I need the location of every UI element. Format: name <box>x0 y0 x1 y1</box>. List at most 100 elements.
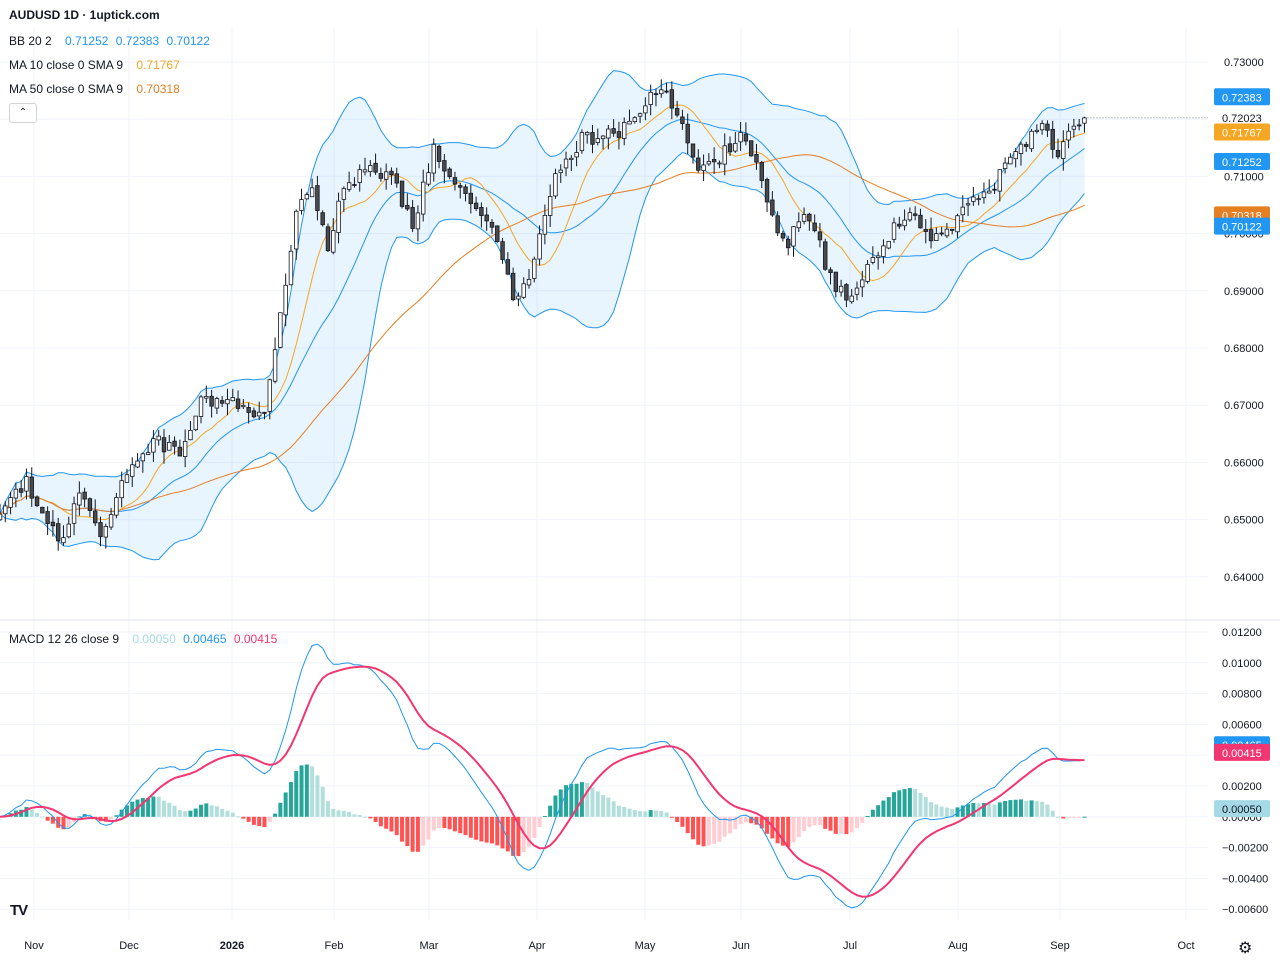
candle <box>257 401 262 421</box>
candle-body <box>865 264 870 282</box>
candle-body <box>812 222 817 232</box>
candle <box>786 235 791 256</box>
candle <box>579 129 585 154</box>
candle <box>775 211 780 237</box>
candle <box>1013 147 1018 168</box>
macd-legend[interactable]: MACD 12 26 close 9 0.00050 0.00465 0.004… <box>9 632 281 646</box>
candle-body <box>378 173 384 179</box>
candle-body <box>410 207 415 229</box>
price-tick-label: 0.68000 <box>1224 343 1264 355</box>
candle-body <box>246 407 251 413</box>
macd-histogram-bar <box>146 797 151 817</box>
candle <box>235 390 241 412</box>
candle <box>854 281 860 301</box>
candle <box>431 138 436 182</box>
candle-body <box>870 257 876 263</box>
candle <box>505 252 511 276</box>
candle <box>415 205 421 242</box>
macd-histogram-bar <box>690 816 695 840</box>
candle-body <box>473 202 479 210</box>
candle-body <box>659 89 664 95</box>
candle-body <box>579 132 585 152</box>
candle-body <box>1008 156 1013 165</box>
candle-body <box>754 154 759 163</box>
tradingview-logo[interactable]: TV <box>10 902 28 919</box>
candle <box>209 389 214 418</box>
candle-body <box>674 108 680 116</box>
macd-histogram-bar <box>347 811 352 817</box>
candle-body <box>743 133 749 142</box>
macd-legend-label: MACD 12 26 close 9 <box>9 632 120 646</box>
macd-histogram-bar <box>574 783 579 817</box>
candle-body <box>55 523 61 542</box>
macd-histogram-bar <box>564 785 569 817</box>
candle <box>45 506 50 536</box>
collapse-legend-button[interactable]: ⌃ <box>9 103 37 123</box>
candle-body <box>61 537 66 544</box>
candle <box>479 202 484 228</box>
candle <box>130 457 135 487</box>
macd-histogram-bar <box>341 810 346 817</box>
candle <box>214 396 220 415</box>
macd-histogram-bar <box>124 805 129 817</box>
candle <box>13 482 19 508</box>
candle <box>352 177 357 188</box>
candle-body <box>558 169 563 174</box>
chart-title: AUDUSD 1D · 1uptick.com <box>9 8 160 22</box>
bb-legend-upper: 0.72383 <box>115 34 160 48</box>
bb-legend[interactable]: BB 20 2 0.71252 0.72383 0.70122 <box>9 34 214 48</box>
candle-body <box>1039 123 1045 131</box>
macd-axis[interactable]: 0.012000.010000.008000.006000.004000.002… <box>1222 627 1268 916</box>
macd-histogram-bar <box>299 765 304 817</box>
candle <box>622 117 627 146</box>
candle <box>315 175 320 221</box>
candle <box>458 182 463 199</box>
candle-body <box>93 510 98 524</box>
macd-histogram-bar <box>103 816 108 822</box>
candle-body <box>616 131 622 138</box>
macd-histogram-bar <box>214 806 219 817</box>
macd-histogram-bar <box>659 810 664 817</box>
candle <box>897 216 902 229</box>
candle <box>939 227 944 237</box>
candle-body <box>145 452 151 455</box>
candle-body <box>934 233 939 241</box>
ma10-legend[interactable]: MA 10 close 0 SMA 9 0.71767 <box>9 58 184 72</box>
candle <box>267 378 272 420</box>
candle <box>383 163 389 190</box>
time-tick-label: Jul <box>843 940 857 952</box>
candle <box>569 155 574 171</box>
candle-body <box>436 145 442 162</box>
candle-body <box>669 89 675 109</box>
time-axis[interactable]: Nov Dec 2026 Feb Mar Apr May Jun Jul Aug Sep Oct <box>24 940 1194 952</box>
candle <box>547 184 553 227</box>
macd-histogram-bar <box>294 771 299 817</box>
candle-body <box>696 157 701 171</box>
candle <box>304 192 310 200</box>
candle-body <box>336 200 341 233</box>
candle-body <box>394 173 399 184</box>
candle <box>299 188 304 215</box>
candle-body <box>833 271 839 292</box>
candle <box>1002 157 1008 174</box>
time-tick-label: Aug <box>948 940 968 952</box>
time-tick-label: 2026 <box>220 940 244 952</box>
gear-icon[interactable]: ⚙ <box>1238 940 1253 957</box>
candle <box>55 517 61 551</box>
candle <box>61 525 66 546</box>
candle <box>801 207 807 225</box>
macd-histogram-bar <box>468 816 473 838</box>
candle-body <box>627 120 632 125</box>
candle-body <box>140 453 146 462</box>
candle <box>442 154 447 184</box>
candle-body <box>664 90 669 93</box>
ma50-legend[interactable]: MA 50 close 0 SMA 9 0.70318 <box>9 82 184 96</box>
candle <box>288 244 294 286</box>
macd-histogram-bar <box>585 782 590 817</box>
candle <box>436 144 442 169</box>
candle-body <box>362 169 368 173</box>
candle <box>24 468 29 500</box>
macd-histogram-bar <box>315 775 320 817</box>
candle <box>294 209 299 260</box>
